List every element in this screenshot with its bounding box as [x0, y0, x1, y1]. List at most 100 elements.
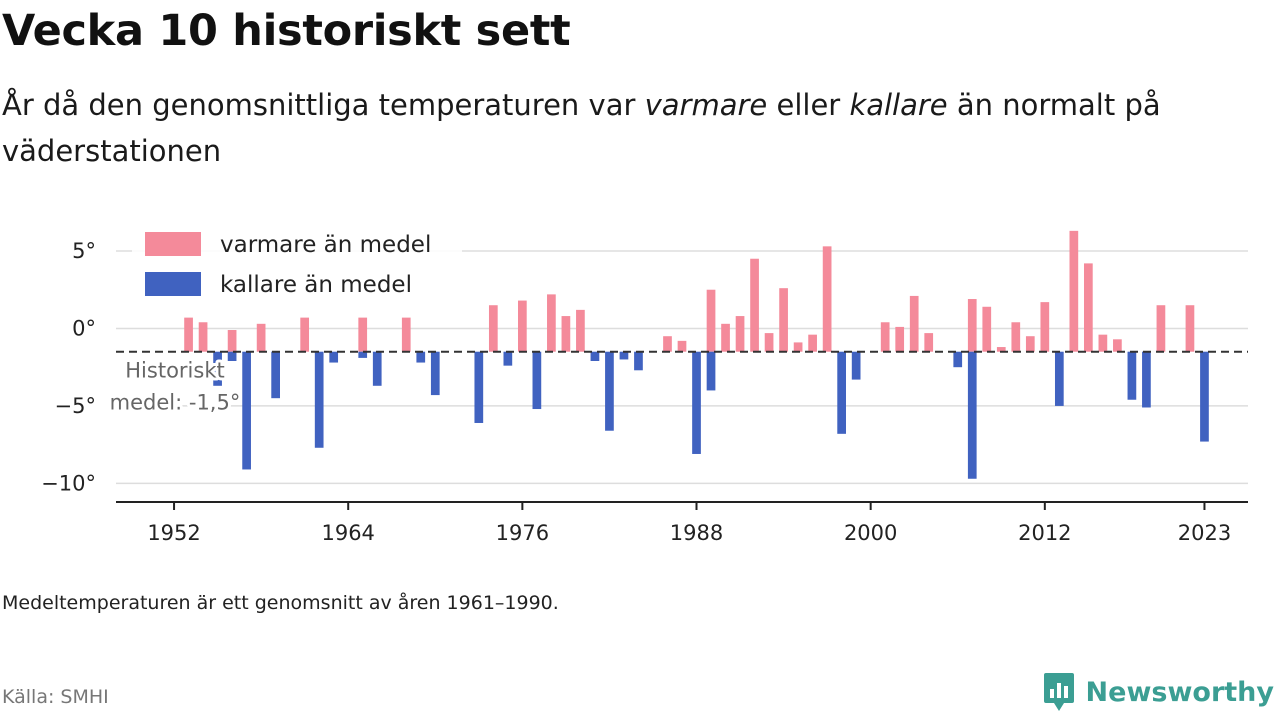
- x-tick-label: 2012: [1018, 521, 1071, 545]
- bar-cold: [314, 351, 324, 448]
- source-label: Källa: SMHI: [2, 686, 109, 708]
- bar-cold: [1200, 351, 1209, 442]
- bar-warm: [401, 317, 411, 352]
- bar-warm: [996, 347, 1006, 352]
- bar-warm: [576, 309, 585, 352]
- y-tick-label: 0°: [72, 316, 96, 340]
- bar-warm: [677, 340, 687, 352]
- subtitle-warm-word: varmare: [644, 88, 768, 122]
- annotation-halo: medel: -1,5°: [110, 391, 241, 415]
- bar-warm: [256, 323, 266, 352]
- y-tick-label: 5°: [72, 239, 96, 263]
- bar-warm: [1084, 263, 1093, 352]
- bar-warm: [909, 295, 919, 352]
- bar-warm: [184, 317, 193, 352]
- mean-annotation: Historiskt: [125, 359, 224, 383]
- bar-warm: [561, 316, 571, 352]
- bar-cold: [590, 351, 600, 361]
- legend-label-cold: kallare än medel: [220, 272, 412, 298]
- bar-cold: [213, 351, 222, 386]
- bar-warm: [764, 333, 774, 352]
- bar-warm: [547, 294, 556, 352]
- bar-warm: [358, 317, 368, 352]
- footnote: Medeltemperaturen är ett genomsnitt av å…: [2, 592, 559, 614]
- bar-warm: [808, 334, 817, 352]
- bar-warm: [488, 305, 498, 352]
- bar-warm: [1185, 305, 1195, 352]
- bar-cold: [372, 351, 382, 386]
- bar-warm: [1098, 334, 1108, 352]
- logo-text: Newsworthy: [1085, 676, 1274, 708]
- bar-cold: [242, 351, 251, 470]
- x-tick-label: 1952: [147, 521, 200, 545]
- bar-cold: [358, 351, 368, 358]
- chart-title: Vecka 10 historiskt sett: [2, 6, 571, 56]
- bar-cold: [634, 351, 643, 371]
- bar-warm: [880, 322, 890, 352]
- bar-warm: [967, 299, 977, 352]
- y-tick-label: −5°: [55, 394, 96, 418]
- subtitle-cold-word: kallare: [849, 88, 948, 122]
- bar-warm: [1011, 322, 1021, 352]
- bar-cold: [706, 351, 716, 391]
- annotation-halo: Historiskt: [125, 359, 224, 383]
- x-tick-label: 1988: [670, 521, 723, 545]
- bar-cold: [619, 351, 629, 360]
- legend-swatch-warm: [145, 232, 201, 256]
- bar-warm: [750, 258, 759, 352]
- subtitle-part1: År då den genomsnittliga temperaturen va…: [2, 88, 645, 122]
- bar-warm: [895, 326, 905, 352]
- bar-cold: [1142, 351, 1151, 408]
- bar-cold: [605, 351, 614, 431]
- x-tick-label: 1964: [321, 521, 374, 545]
- bar-warm: [721, 323, 730, 352]
- bar-cold: [227, 351, 237, 361]
- bar-cold: [416, 351, 426, 363]
- newsworthy-logo: Newsworthy: [1042, 670, 1274, 714]
- bar-warm: [706, 289, 716, 352]
- bar-warm: [227, 330, 237, 352]
- bar-warm: [982, 306, 992, 352]
- bar-warm: [735, 316, 745, 352]
- bar-cold: [329, 351, 339, 363]
- bar-cold: [837, 351, 846, 434]
- bar-warm: [198, 322, 208, 352]
- bar-warm: [1040, 302, 1050, 352]
- bar-cold: [503, 351, 513, 366]
- bar-cold: [692, 351, 701, 454]
- subtitle-part3: än normalt på väderstationen: [2, 88, 1161, 168]
- bar-cold: [967, 351, 977, 479]
- x-tick-label: 1976: [496, 521, 549, 545]
- newsworthy-logo-icon: [1043, 673, 1074, 711]
- bar-warm: [300, 317, 310, 352]
- x-tick-label: 2000: [844, 521, 897, 545]
- bar-cold: [474, 351, 484, 423]
- bar-cold: [1127, 351, 1137, 400]
- subtitle-part2: eller: [767, 88, 850, 122]
- legend: varmare än medel kallare än medel: [132, 220, 462, 304]
- bar-warm: [779, 288, 788, 352]
- bars-layer: [184, 230, 1209, 479]
- bar-warm: [1069, 230, 1079, 352]
- x-tick-label: 2023: [1178, 521, 1231, 545]
- bar-warm: [1025, 336, 1035, 352]
- bar-warm: [793, 342, 803, 352]
- chart-subtitle: År då den genomsnittliga temperaturen va…: [2, 82, 1242, 174]
- legend-label-warm: varmare än medel: [220, 232, 431, 258]
- bar-warm: [663, 336, 672, 352]
- bar-warm: [1113, 339, 1122, 352]
- bar-cold: [271, 351, 280, 399]
- bar-cold: [953, 351, 963, 368]
- bar-warm: [822, 246, 832, 352]
- bar-warm: [924, 333, 934, 352]
- bar-cold: [532, 351, 542, 410]
- bar-warm: [1156, 305, 1166, 352]
- mean-annotation: medel: -1,5°: [110, 391, 241, 415]
- bar-warm: [518, 300, 527, 352]
- bar-cold: [851, 351, 861, 380]
- bar-cold: [1054, 351, 1064, 406]
- bar-cold: [430, 351, 440, 396]
- y-tick-label: −10°: [41, 471, 96, 495]
